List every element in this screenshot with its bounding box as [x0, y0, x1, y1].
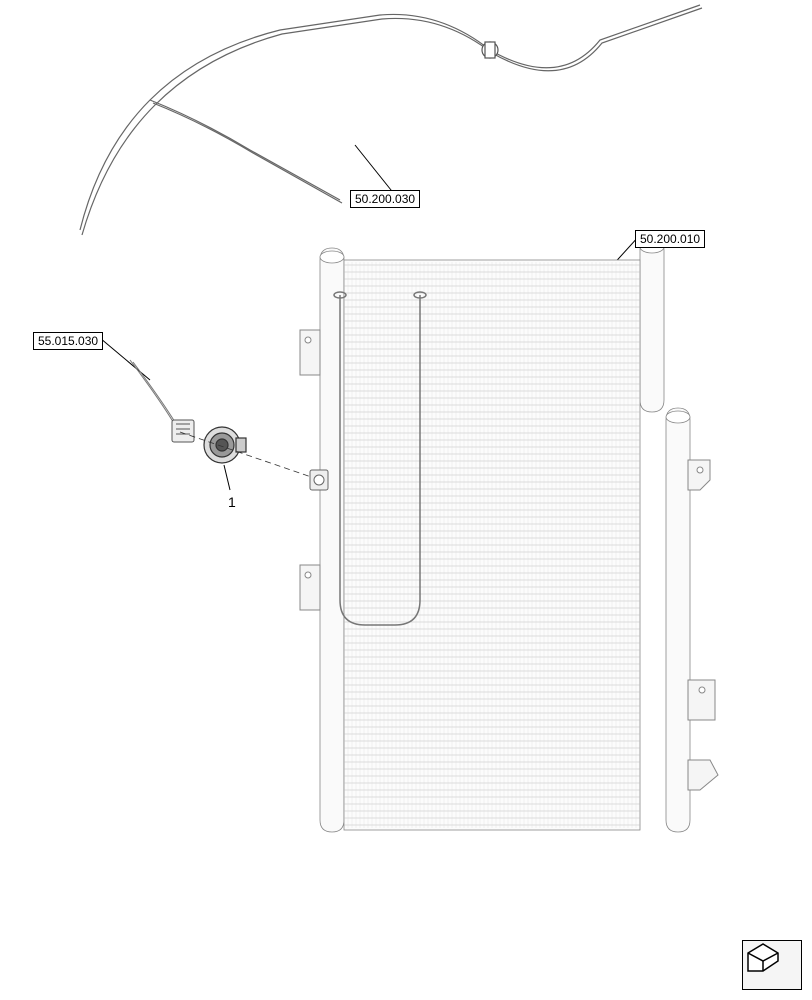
callout-text: 1 [228, 494, 236, 510]
connector-plug [172, 420, 194, 442]
ref-label-50-200-010: 50.200.010 [635, 230, 705, 248]
diagram-container: 50.200.030 50.200.010 55.015.030 1 [0, 0, 812, 1000]
label-text: 50.200.010 [640, 232, 700, 246]
pressure-switch [204, 427, 246, 463]
page-corner-icon [742, 940, 802, 990]
part-callout-1: 1 [228, 494, 236, 510]
label-text: 50.200.030 [355, 192, 415, 206]
ref-label-50-200-030: 50.200.030 [350, 190, 420, 208]
switch-port [310, 470, 328, 490]
ref-label-55-015-030: 55.015.030 [33, 332, 103, 350]
arrow-page-icon [743, 941, 783, 976]
diagram-svg [0, 0, 812, 1000]
label-text: 55.015.030 [38, 334, 98, 348]
wire-harness [130, 360, 178, 427]
condenser-assembly [320, 238, 690, 832]
